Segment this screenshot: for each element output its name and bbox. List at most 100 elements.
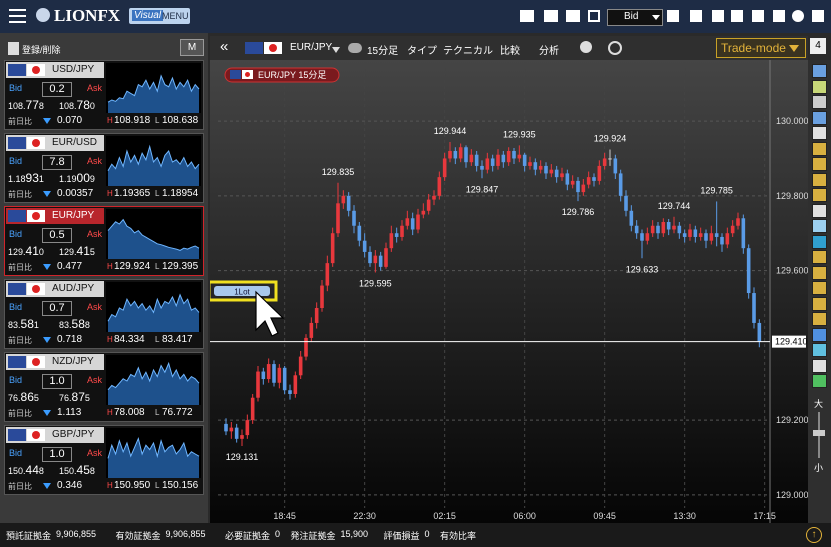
candle-body [544,165,548,174]
rate-tile[interactable]: GBP/JPY Bid Ask 1.0 150.448 150.458 前日比 0.346 H 1… [4,425,204,495]
zoom-thumb[interactable] [813,430,825,436]
sparkline-line [107,74,200,103]
flag-dot [32,358,40,366]
print-icon[interactable] [566,10,580,22]
ask-label: Ask [87,448,103,458]
pair-name: USD/JPY [52,64,95,75]
icon[interactable] [690,10,702,22]
status-label: 有効比率 [440,531,477,541]
low-label: L [155,335,160,344]
candle-body [693,229,698,237]
menu-button[interactable]: Visual MENU [129,8,190,24]
candle-body [394,233,399,237]
rate-tile[interactable]: NZD/JPY Bid Ask 1.0 76.865 76.875 前日比 1.113 H 78.… [4,352,204,422]
order-button-frame[interactable] [210,280,278,302]
tool-icon[interactable] [812,281,827,295]
candle-body [234,427,239,439]
tool-icon[interactable] [812,157,827,171]
tool-icon[interactable] [812,110,827,125]
rate-tile[interactable]: AUD/JPY Bid Ask 0.7 83.581 83.588 前日比 0.718 H 84.… [4,279,204,349]
icon[interactable] [712,10,724,22]
collapse[interactable]: « [220,38,229,55]
status-value: 15,900 [340,529,369,539]
technical-button[interactable]: テクニカル [443,46,493,57]
candle-body [597,165,602,181]
price-annotation: 129.633 [626,264,659,274]
edit-icon[interactable] [8,42,19,55]
price-type-select[interactable]: Bid [607,9,663,26]
analysis-button[interactable]: 分析 [539,46,559,57]
icon[interactable] [544,10,558,22]
rate-tile[interactable]: EUR/JPY Bid Ask 0.5 129.410 129.415 前日比 0.477 H 1… [4,206,204,276]
icon[interactable] [752,10,764,22]
change-arrow [43,264,51,274]
ask-digits: 0 [89,101,95,111]
candle-body [378,255,383,267]
zoom-large[interactable]: 大 [814,399,824,409]
tool-icon[interactable] [812,296,827,311]
status-label: 評価損益 [383,531,420,541]
mode-button[interactable]: M [180,39,204,56]
tool-icon[interactable] [812,374,827,388]
ask-digits: 108. [59,101,77,111]
icon[interactable] [812,10,824,22]
menu-icon[interactable] [9,9,26,11]
icon[interactable] [773,10,785,22]
bid-price: 129.410 [8,244,44,258]
tool-icon[interactable] [812,358,827,373]
high: 129.924 [114,261,151,272]
save-icon[interactable] [588,10,600,22]
type-button[interactable]: タイプ [407,46,437,57]
icon[interactable] [520,10,534,22]
price-annotation: 129.847 [466,184,499,194]
bid-digits: 41 [25,244,39,258]
tool-icon[interactable] [812,172,827,187]
chart: 129.000 129.200 129.600 129.800 130.000 18:45… [210,60,808,523]
candle-body [682,233,687,237]
count-badge[interactable]: 4 [810,38,826,54]
bid-digits: 108. [8,101,26,111]
icon[interactable] [731,10,743,22]
settings-icon[interactable] [792,10,804,22]
zoom-small[interactable]: 小 [814,463,824,473]
candle-body [549,169,554,174]
tool-icon[interactable] [812,203,827,218]
candle-body [474,154,479,166]
target-icon[interactable] [608,41,622,55]
candle-body [576,180,580,193]
compare-button[interactable]: 比較 [500,46,520,57]
tool-icon[interactable] [812,64,827,78]
tool-icon[interactable] [812,312,827,326]
tool-icon[interactable] [812,327,827,342]
tool-icon[interactable] [812,250,827,264]
candle-body [426,199,431,211]
edit-label[interactable]: 登録/削除 [22,45,61,55]
tool-icon[interactable] [812,234,827,249]
rate-tile[interactable]: EUR/USD Bid Ask 7.8 1.18931 1.19009 前日比 0.00357… [4,133,204,203]
tool-icon[interactable] [812,219,827,233]
period[interactable]: 15分足 [367,46,399,57]
tool-icon[interactable] [812,95,827,109]
candle-body [666,222,671,230]
symbol[interactable]: EUR/JPY [290,42,333,53]
tool-icon[interactable] [812,79,827,94]
high-label: H [107,189,113,198]
price-annotation: 129.131 [226,452,259,462]
price-annotation: 129.786 [562,207,595,217]
tool-icon[interactable] [812,343,827,357]
flag [230,70,241,79]
tool-icon[interactable] [812,141,827,156]
tool-icon[interactable] [812,265,827,280]
tool-icon[interactable] [812,188,827,202]
tool-icon[interactable] [812,126,827,140]
info-icon[interactable] [580,41,592,53]
candle-body [496,154,500,166]
dropdown-arrow [332,47,340,57]
trade-mode-button[interactable]: Trade-mode [716,38,806,58]
chart-legend [224,67,340,83]
candle-body [245,420,250,436]
scroll-top[interactable]: ↑ [806,527,822,543]
flag [27,137,45,149]
icon[interactable] [667,10,679,22]
rate-tile[interactable]: USD/JPY Bid Ask 0.2 108.778 108.780 前日比 0.070 H 1… [4,60,204,130]
